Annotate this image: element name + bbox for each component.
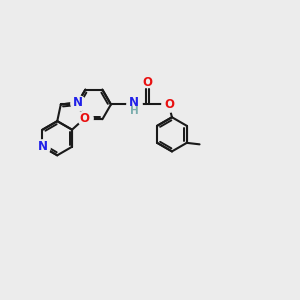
Text: O: O: [164, 98, 174, 111]
Text: N: N: [73, 96, 83, 109]
Text: N: N: [38, 140, 47, 153]
Text: H: H: [130, 106, 138, 116]
Text: O: O: [142, 76, 152, 89]
Text: O: O: [80, 112, 90, 125]
Text: N: N: [129, 96, 139, 109]
